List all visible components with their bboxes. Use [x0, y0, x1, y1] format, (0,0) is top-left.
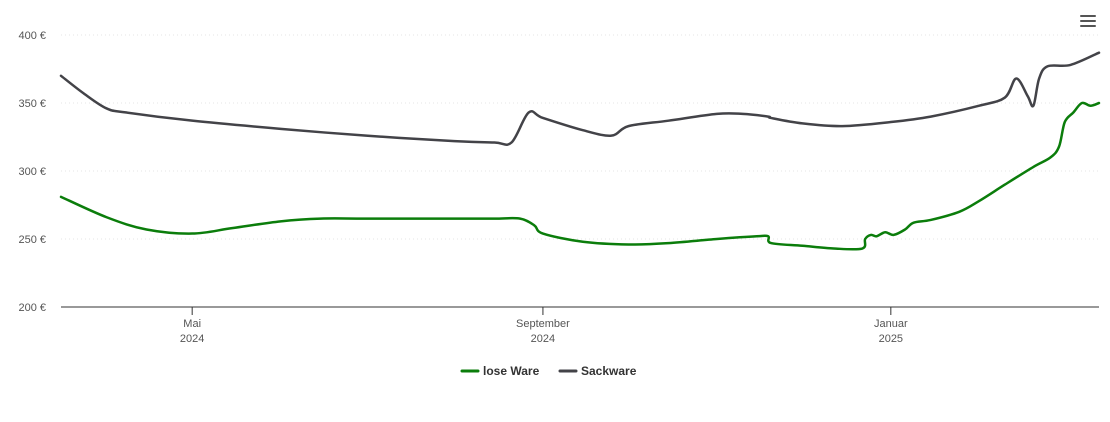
series-line-lose-ware	[59, 101, 1101, 251]
legend-item-sackware[interactable]: Sackware	[558, 364, 637, 378]
y-axis: 200 € 250 € 300 € 350 € 400 €	[18, 30, 46, 314]
y-tick-label: 250 €	[18, 234, 46, 246]
y-tick-label: 300 €	[18, 166, 46, 178]
x-axis: Mai 2024 September 2024 Januar 2025	[61, 306, 1099, 345]
x-tick-label: Januar	[874, 318, 908, 330]
menu-icon-bar	[1080, 19, 1096, 22]
legend-label: lose Ware	[483, 364, 540, 378]
menu-icon-bar	[1080, 14, 1096, 17]
series-lines	[59, 51, 1101, 251]
menu-icon-bar	[1080, 24, 1096, 27]
chart-menu-button[interactable]	[1078, 12, 1098, 32]
y-tick-label: 400 €	[18, 30, 46, 42]
x-tick-label: Mai	[183, 318, 201, 330]
legend-label: Sackware	[581, 364, 637, 378]
y-tick-label: 350 €	[18, 98, 46, 110]
y-tick-label: 200 €	[18, 302, 46, 314]
x-tick-sublabel: 2024	[180, 333, 204, 345]
x-tick-sublabel: 2024	[531, 333, 555, 345]
series-line-sackware	[59, 51, 1101, 146]
grid-lines	[61, 34, 1099, 240]
x-tick-label: September	[516, 318, 570, 330]
legend: lose Ware Sackware	[460, 364, 637, 378]
legend-item-lose-ware[interactable]: lose Ware	[460, 364, 540, 378]
x-tick-sublabel: 2025	[879, 333, 903, 345]
